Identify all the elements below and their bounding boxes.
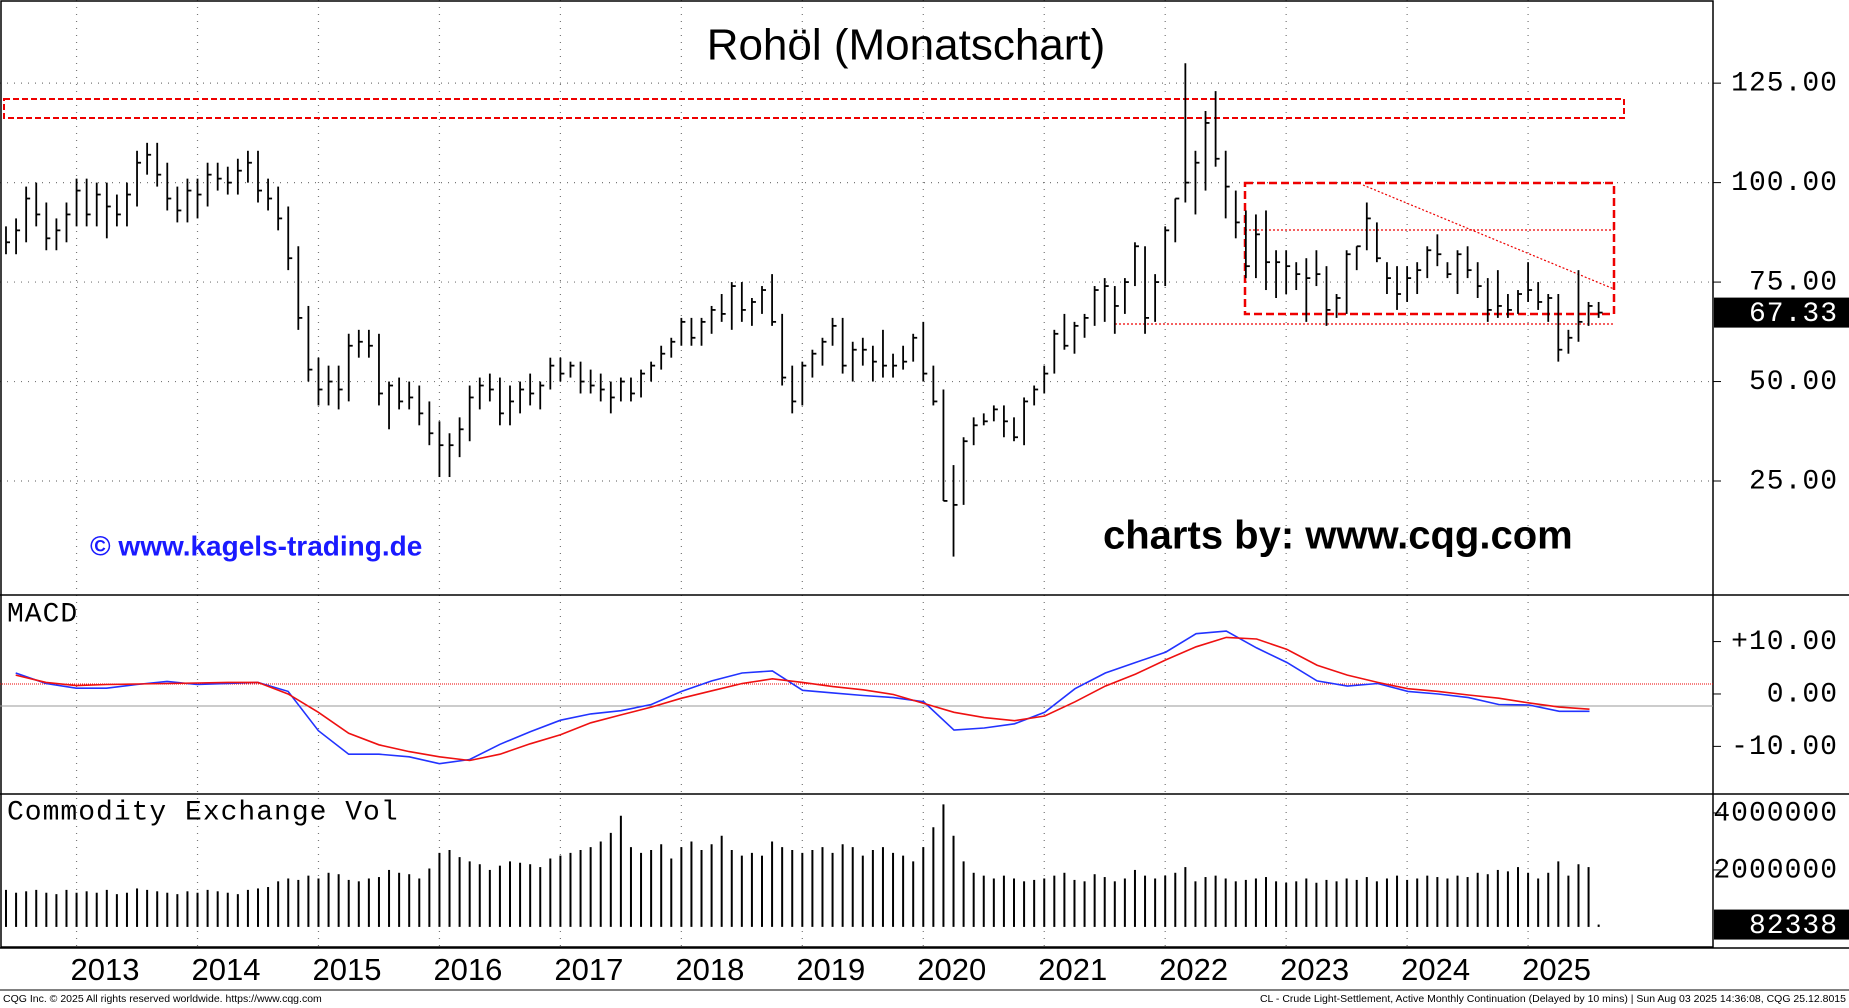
x-tick-label: 2014 [192, 952, 261, 987]
y-tick-label: 4000000 [1713, 798, 1838, 829]
x-tick-label: 2013 [71, 952, 140, 987]
x-tick-label: 2025 [1522, 952, 1591, 987]
trend-line [1362, 184, 1615, 290]
watermark: © www.kagels-trading.de [90, 530, 422, 561]
x-tick-label: 2015 [312, 952, 381, 987]
x-tick-label: 2020 [917, 952, 986, 987]
y-tick-label: -10.00 [1731, 732, 1838, 763]
x-tick-label: 2021 [1038, 952, 1107, 987]
last-price-box [1714, 297, 1849, 328]
x-tick-label: 2024 [1401, 952, 1470, 987]
x-tick-label: 2023 [1280, 952, 1349, 987]
credit: charts by: www.cqg.com [1103, 514, 1573, 558]
macd-line [15, 636, 1590, 762]
footer-left: CQG Inc. © 2025 All rights reserved worl… [3, 993, 322, 1005]
range-box [1243, 181, 1616, 316]
plot-frame [0, 0, 1714, 948]
x-tick-label: 2017 [554, 952, 623, 987]
x-tick-label: 2016 [433, 952, 502, 987]
last-price-label: 67.33 [1749, 299, 1838, 330]
y-tick-label: 0.00 [1767, 679, 1838, 710]
chart-title: Rohöl (Monatschart) [707, 21, 1106, 70]
y-tick-label: 125.00 [1731, 69, 1838, 100]
y-tick-label: +10.00 [1731, 627, 1838, 658]
panel-title: Commodity Exchange Vol [7, 797, 399, 828]
footer-right: CL - Crude Light-Settlement, Active Mont… [1260, 993, 1846, 1005]
y-tick-label: 50.00 [1749, 367, 1838, 398]
y-tick-label: 75.00 [1749, 267, 1838, 298]
last-volume-box [1714, 909, 1849, 940]
marks [5, 63, 1603, 927]
last-volume-label: 82338 [1749, 911, 1838, 942]
x-tick-label: 2022 [1159, 952, 1228, 987]
macd-line [15, 630, 1590, 765]
x-tick-label: 2018 [675, 952, 744, 987]
panel-title: MACD [7, 599, 78, 630]
resistance-zone [3, 98, 1625, 119]
y-tick-label: 100.00 [1731, 168, 1838, 199]
x-tick-label: 2019 [796, 952, 865, 987]
y-tick-label: 2000000 [1713, 855, 1838, 886]
y-tick-label: 25.00 [1749, 466, 1838, 497]
